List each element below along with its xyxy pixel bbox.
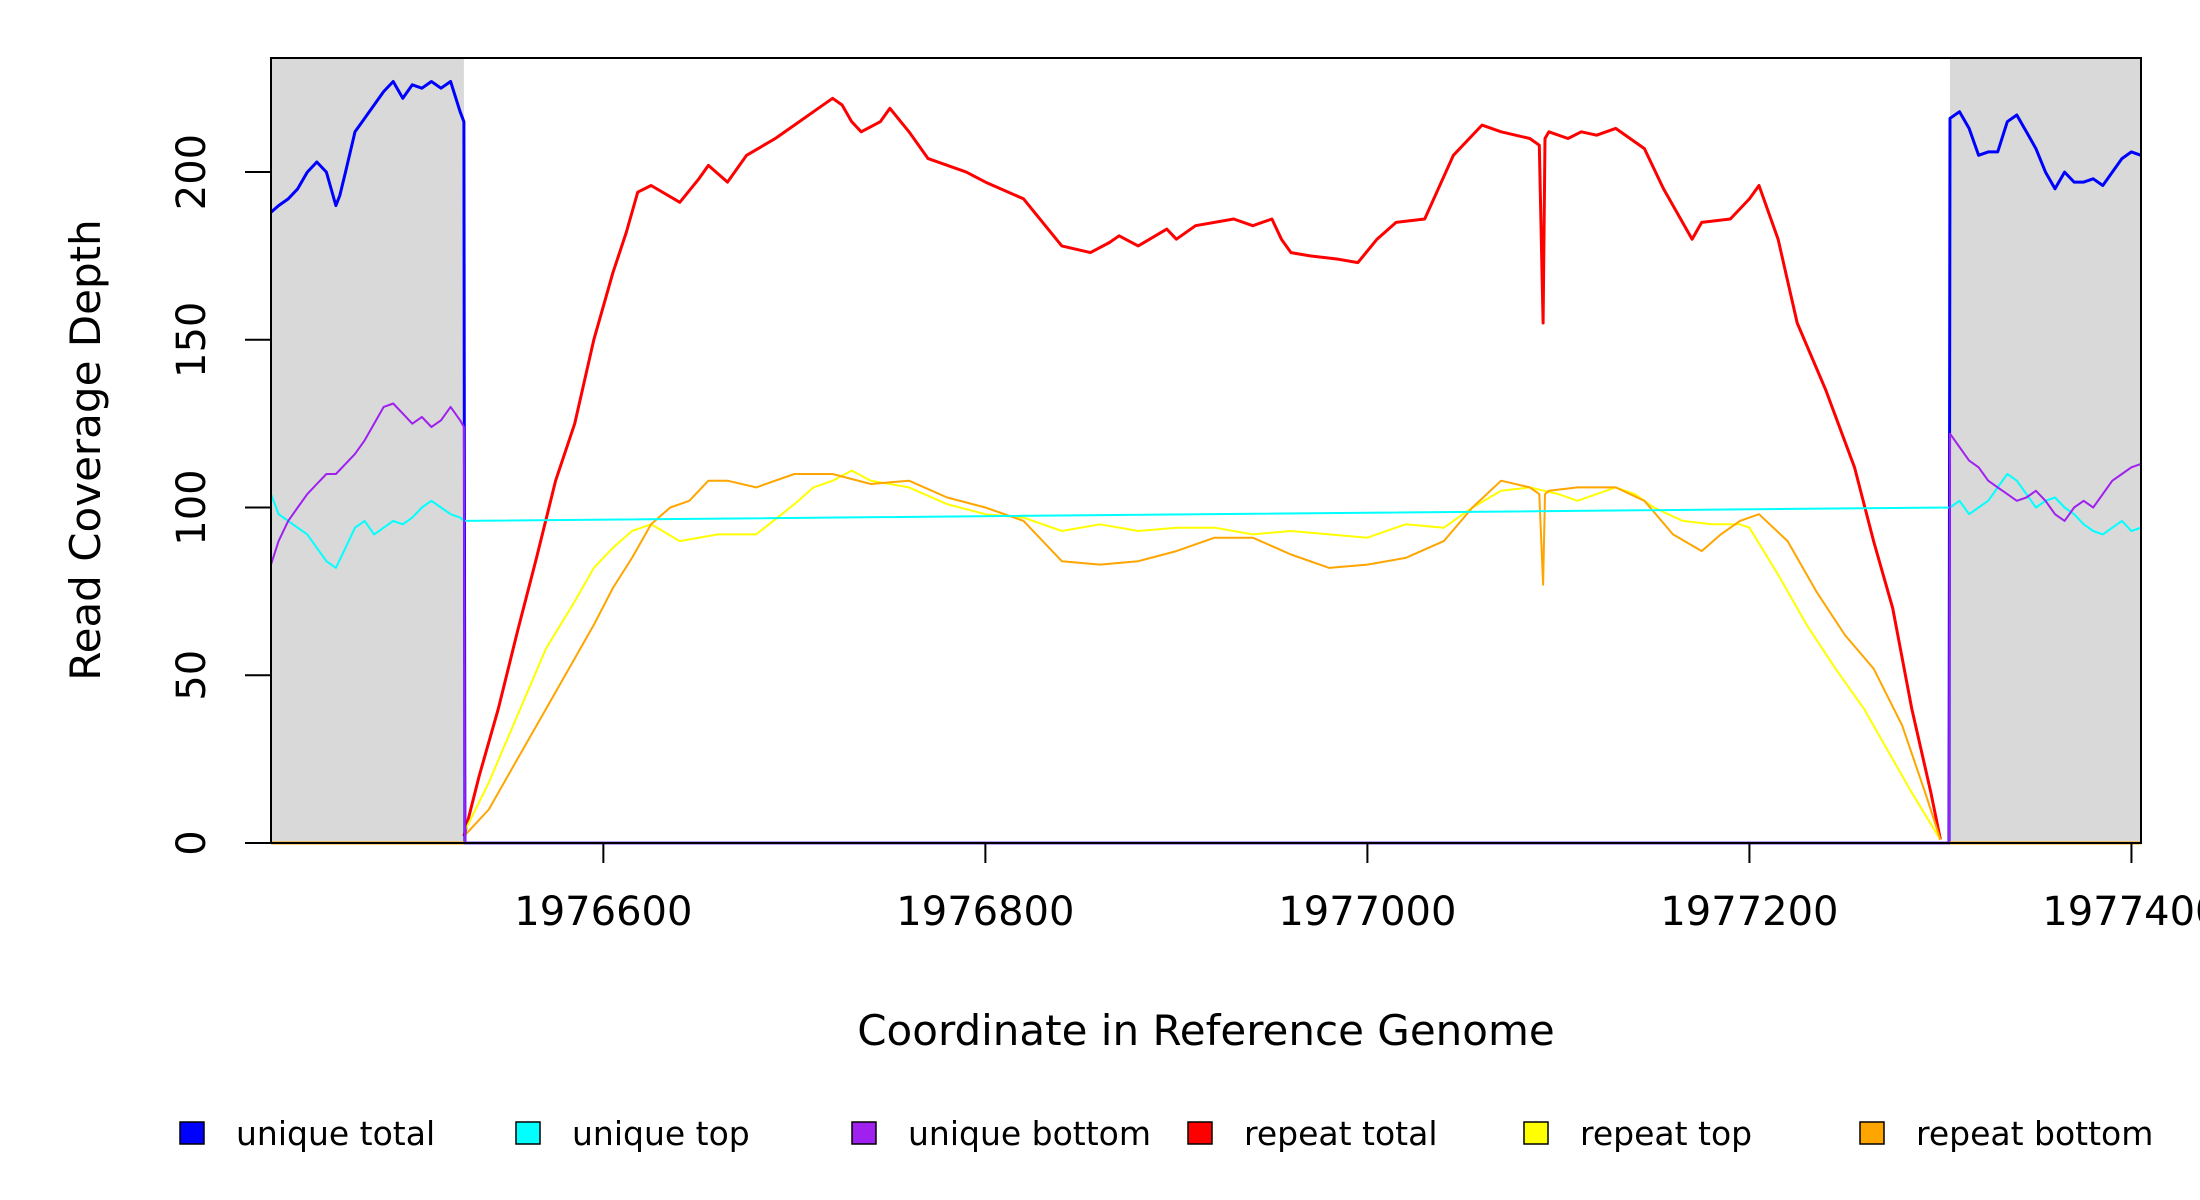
legend-swatch <box>515 1121 541 1145</box>
legend-swatch <box>1859 1121 1885 1145</box>
x-tick-label: 1976600 <box>514 889 692 935</box>
x-tick-label: 1976800 <box>896 889 1074 935</box>
legend-swatch <box>1523 1121 1549 1145</box>
series-repeat-bottom <box>463 473 1942 840</box>
series-repeat-top <box>463 469 1942 841</box>
y-tick-label: 100 <box>169 469 215 545</box>
plot-frame <box>270 57 2142 844</box>
y-tick-label: 200 <box>169 134 215 210</box>
y-tick-label: 50 <box>169 650 215 701</box>
y-tick-label: 0 <box>169 830 215 855</box>
legend-label: repeat total <box>1244 1114 1438 1153</box>
x-tick-label: 1977200 <box>1660 889 1838 935</box>
legend-swatch <box>1187 1121 1213 1145</box>
legend-item-unique-bottom: unique bottom <box>851 1114 1151 1153</box>
legend-label: repeat top <box>1580 1114 1752 1153</box>
y-axis: 0 50 100 150 200 <box>169 134 272 856</box>
x-tick-label: 1977000 <box>1278 889 1456 935</box>
legend-label: unique top <box>572 1114 750 1153</box>
legend-swatch <box>179 1121 205 1145</box>
legend-item-repeat-bottom: repeat bottom <box>1859 1114 2153 1153</box>
series-unique-total <box>270 80 2142 845</box>
legend-swatch <box>851 1121 877 1145</box>
series-lines <box>270 80 2142 845</box>
legend-label: unique bottom <box>908 1114 1151 1153</box>
legend-item-unique-total: unique total <box>179 1114 435 1153</box>
legend-label: unique total <box>236 1114 435 1153</box>
series-repeat-total <box>462 96 1942 840</box>
legend-item-unique-top: unique top <box>515 1114 750 1153</box>
shaded-region-2 <box>1949 58 2141 843</box>
x-axis-title: Coordinate in Reference Genome <box>857 1006 1555 1055</box>
series-unique-bottom <box>270 402 2142 844</box>
y-tick-label: 150 <box>169 302 215 378</box>
legend-item-repeat-total: repeat total <box>1187 1114 1438 1153</box>
shaded-regions <box>271 58 2141 843</box>
legend: unique total unique top unique bottom repea… <box>179 1114 2153 1153</box>
legend-item-repeat-top: repeat top <box>1523 1114 1752 1153</box>
y-axis-title: Read Coverage Depth <box>61 219 110 680</box>
legend-label: repeat bottom <box>1916 1114 2153 1153</box>
shaded-region-1 <box>271 58 464 843</box>
